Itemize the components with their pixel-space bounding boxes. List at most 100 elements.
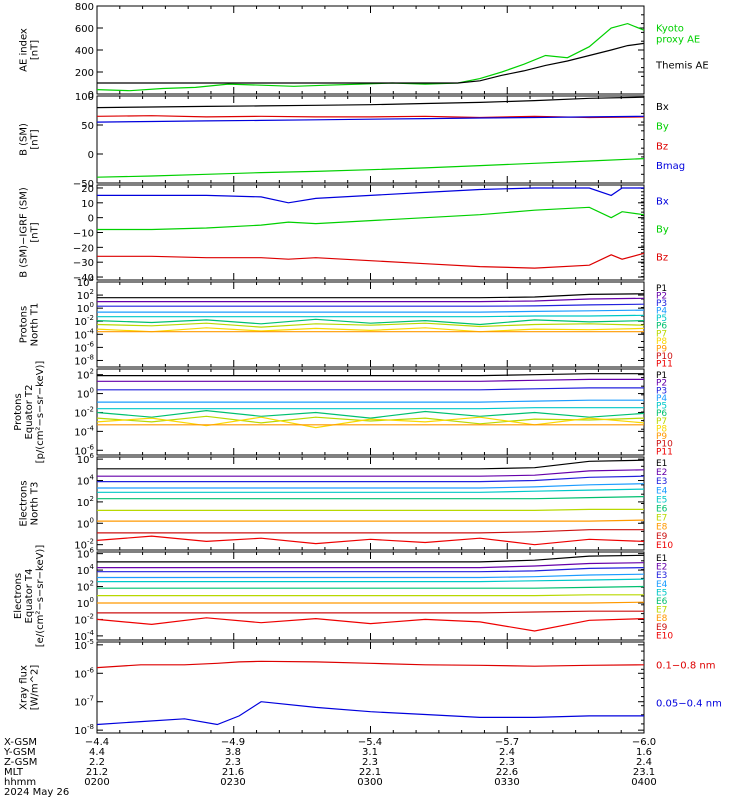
panel-4-series-p3: [97, 303, 645, 307]
ephemeris-value: 21.6: [222, 767, 244, 778]
ephemeris-label-mlt: MLT: [4, 767, 24, 778]
ephemeris-value: 2.3: [362, 757, 378, 768]
panel-4-series-p6: [96, 318, 645, 326]
panel-1-frame: [96, 5, 645, 95]
panel-2-legend-bx: Bx: [656, 102, 669, 113]
panel-3-ytick-label: 20: [81, 184, 94, 195]
panel-7-legend-e9: E9: [656, 623, 668, 633]
ephemeris-value: 2.3: [499, 757, 515, 768]
panel-7-ylabel: [e/(cm²−s−sr−keV)]: [35, 545, 46, 648]
panel-1-ytick-label: 800: [75, 2, 94, 13]
panel-5-ylabel: Protons: [13, 393, 24, 430]
panel-7-legend-e4: E4: [656, 580, 668, 590]
panel-7-ytick-label: 10-2: [74, 612, 94, 626]
panel-6-series-e3: [97, 475, 645, 483]
panel-8-ytick-label: 10-6: [74, 666, 94, 680]
panel-5-legend-p3: P3: [656, 386, 667, 396]
panel-5-legend-p6: P6: [656, 409, 667, 419]
panel-5-legend-p2: P2: [656, 379, 667, 389]
ephemeris-value: −4.4: [85, 737, 109, 748]
panel-1-ytick-label: 600: [75, 24, 94, 35]
panel-5-legend-p1: P1: [656, 371, 667, 381]
panel-3-series-bz: [97, 252, 645, 269]
panel-6-legend-e4: E4: [656, 486, 668, 496]
panel-8-legend-0-05-0-4-nm: 0.05−0.4 nm: [656, 698, 722, 709]
panel-2-series-by: [96, 158, 645, 178]
panel-1-ylabel: [nT]: [30, 40, 41, 60]
panel-6-series-e7: [97, 508, 644, 511]
panel-2-ytick-label: −50: [73, 179, 94, 190]
panel-4-legend-p5: P5: [656, 314, 667, 324]
panel-4-ytick-label: 104: [77, 275, 95, 289]
panel-6-series-e8: [97, 519, 645, 522]
ephemeris-value: 21.2: [86, 767, 108, 778]
panel-1-ytick-label: 200: [75, 68, 94, 79]
panel-4-legend-p4: P4: [656, 307, 667, 317]
panel-4-ylabel: Protons: [19, 306, 30, 343]
panel-6-series-e6: [97, 496, 645, 500]
panel-4-ytick-label: 10-8: [74, 353, 94, 367]
panel-4-legend-p11: P11: [656, 359, 673, 369]
panel-5-series-p8: [96, 416, 645, 429]
panel-2-ytick-label: 50: [81, 121, 94, 132]
panel-1-series-themis-ae: [97, 42, 645, 84]
ephemeris-value: 1.6: [636, 747, 652, 758]
ephemeris-value: −4.9: [221, 737, 245, 748]
ephemeris-value: 2.3: [225, 757, 241, 768]
panel-5-series-p2: [97, 378, 644, 382]
panel-4-series-p5: [97, 314, 645, 318]
panel-3-ytick-label: −20: [73, 243, 94, 254]
panel-3-frame: [96, 184, 645, 281]
ephemeris-value: 0330: [494, 777, 519, 788]
ephemeris-value: 22.6: [496, 767, 518, 778]
panel-6-legend-e9: E9: [656, 532, 668, 542]
panel-3-legend-bx: Bx: [656, 197, 669, 208]
panel-4-legend-p1: P1: [656, 284, 667, 294]
panel-5-series-p3: [97, 387, 644, 391]
panel-2-series-bmag: [96, 115, 645, 123]
panel-6-series-e1: [97, 459, 645, 470]
ephemeris-value: 2.4: [499, 747, 515, 758]
ephemeris-value: 0400: [631, 777, 656, 788]
panel-3-legend-by: By: [656, 225, 669, 236]
panel-6-legend-e7: E7: [656, 514, 667, 524]
panel-8-series-0-1-0-8-nm: [96, 660, 645, 669]
panel-6-legend-e3: E3: [656, 477, 667, 487]
ephemeris-value: 0300: [357, 777, 382, 788]
panel-4-series-p4: [97, 309, 645, 313]
ephemeris-label-x-gsm: X-GSM: [4, 737, 37, 748]
panel-6-legend-e8: E8: [656, 523, 668, 533]
panel-5-legend-p8: P8: [656, 424, 667, 434]
panel-1-ytick-label: 400: [75, 46, 94, 57]
panel-6-legend-e1: E1: [656, 459, 667, 469]
panel-7-series-e10: [96, 617, 645, 632]
ephemeris-value: 22.1: [359, 767, 381, 778]
panel-4-series-p7: [96, 322, 645, 328]
panel-6-legend-e6: E6: [656, 505, 668, 515]
ephemeris-value: 2.4: [636, 757, 652, 768]
panel-7-legend-e6: E6: [656, 597, 668, 607]
panel-4-legend-p7: P7: [656, 329, 667, 339]
panel-4-ytick-label: 102: [77, 288, 94, 302]
panel-3-ytick-label: −30: [73, 258, 94, 269]
panel-1-ylabel: AE index: [19, 28, 30, 72]
panel-8-series-0-05-0-4-nm: [96, 701, 644, 726]
panel-7-series-e3: [97, 567, 645, 573]
panel-7-ylabel: Equator T4: [24, 569, 35, 624]
panel-8-ytick-label: 10-8: [74, 723, 94, 737]
panel-6-legend-e10: E10: [656, 541, 673, 551]
panel-7-series-e1: [97, 554, 645, 563]
panel-7-legend-e1: E1: [656, 554, 667, 564]
panel-7-series-e5: [97, 578, 645, 583]
panel-7-legend-e7: E7: [656, 606, 667, 616]
panel-3-series-by: [97, 206, 645, 231]
panel-8-ytick-label: 10-5: [74, 638, 94, 652]
panel-4-legend-p8: P8: [656, 337, 667, 347]
panel-6-series-e10: [96, 535, 645, 546]
panel-6-series-e2: [97, 469, 645, 477]
panel-6-ytick-label: 106: [77, 452, 95, 466]
panel-4-ytick-label: 10-6: [74, 340, 94, 354]
panel-5-legend-p5: P5: [656, 402, 667, 412]
panel-5-ytick-label: 10-4: [74, 424, 94, 438]
